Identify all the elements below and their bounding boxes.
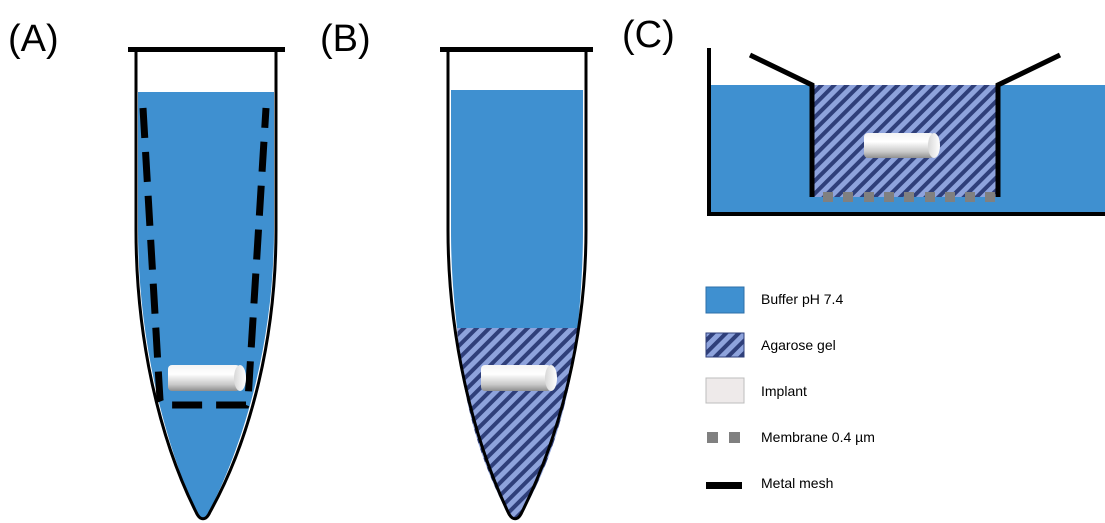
implant-a — [168, 365, 246, 391]
panel-label-b: (B) — [320, 18, 371, 60]
buffer-fill-a — [138, 92, 274, 518]
tube-wall-b — [446, 50, 588, 521]
legend-label-agarose: Agarose gel — [761, 337, 836, 353]
legend-swatch-agarose — [705, 332, 745, 358]
legend-swatch-membrane — [707, 432, 740, 443]
metal-mesh-a — [139, 107, 270, 409]
panel-label-a: (A) — [8, 18, 59, 60]
tube-rim-a — [128, 47, 285, 52]
well-wall-c — [707, 48, 1105, 216]
legend-swatch-implant — [705, 377, 745, 404]
tube-wall-a — [134, 50, 278, 521]
implant-c — [864, 133, 940, 158]
panel-label-c: (C) — [622, 14, 675, 56]
tube-rim-b — [440, 47, 593, 52]
tube-a — [128, 47, 285, 521]
tube-b — [440, 47, 593, 521]
legend-label-implant: Implant — [761, 383, 807, 399]
insert-left-wall-c — [748, 52, 815, 197]
legend-swatch-mesh — [706, 482, 742, 489]
legend-label-buffer: Buffer pH 7.4 — [761, 291, 844, 307]
membrane-c — [823, 192, 995, 202]
legend-label-membrane: Membrane 0.4 µm — [761, 429, 875, 445]
legend-swatch-buffer — [705, 286, 745, 314]
buffer-fill-b — [451, 90, 583, 328]
implant-b — [481, 365, 557, 391]
well-c — [707, 48, 1105, 216]
legend-label-mesh: Metal mesh — [761, 475, 834, 491]
insert-right-wall-c — [995, 52, 1062, 197]
